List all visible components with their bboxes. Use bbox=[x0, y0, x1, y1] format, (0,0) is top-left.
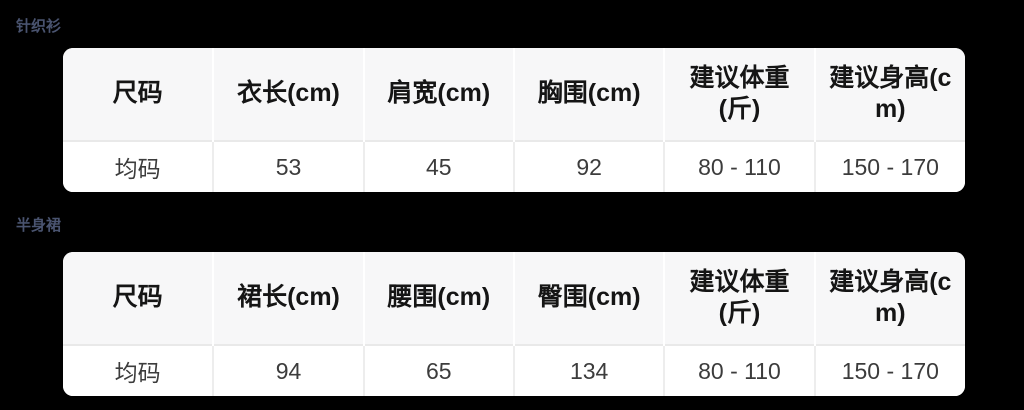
cell-waist: 65 bbox=[362, 344, 514, 396]
cell-shoulder-width: 45 bbox=[362, 140, 514, 192]
header-suggested-weight: 建议体重(斤) bbox=[663, 252, 815, 345]
cell-suggested-height: 150 - 170 bbox=[813, 344, 965, 396]
header-suggested-weight: 建议体重(斤) bbox=[663, 48, 815, 141]
section-label-knitwear: 针织衫 bbox=[16, 18, 62, 35]
size-table: 尺码 衣长(cm) 肩宽(cm) 胸围(cm) 建议体重(斤) 建议身高(cm)… bbox=[63, 48, 965, 192]
header-hip: 臀围(cm) bbox=[512, 252, 665, 345]
header-garment-length: 衣长(cm) bbox=[212, 48, 364, 141]
header-row: 尺码 裙长(cm) 腰围(cm) 臀围(cm) 建议体重(斤) 建议身高(cm) bbox=[63, 252, 965, 345]
header-suggested-height: 建议身高(cm) bbox=[813, 48, 965, 141]
header-size: 尺码 bbox=[63, 48, 214, 141]
table-row: 均码 53 45 92 80 - 110 150 - 170 bbox=[63, 140, 965, 192]
cell-suggested-weight: 80 - 110 bbox=[663, 344, 815, 396]
section-label-skirt: 半身裙 bbox=[16, 217, 62, 234]
cell-suggested-weight: 80 - 110 bbox=[663, 140, 815, 192]
table-row: 均码 94 65 134 80 - 110 150 - 170 bbox=[63, 344, 965, 396]
cell-garment-length: 53 bbox=[212, 140, 364, 192]
cell-bust: 92 bbox=[512, 140, 665, 192]
cell-size: 均码 bbox=[63, 344, 214, 396]
size-table: 尺码 裙长(cm) 腰围(cm) 臀围(cm) 建议体重(斤) 建议身高(cm)… bbox=[63, 252, 965, 396]
cell-size: 均码 bbox=[63, 140, 214, 192]
size-table-knitwear: 尺码 衣长(cm) 肩宽(cm) 胸围(cm) 建议体重(斤) 建议身高(cm)… bbox=[63, 48, 965, 192]
size-table-skirt: 尺码 裙长(cm) 腰围(cm) 臀围(cm) 建议体重(斤) 建议身高(cm)… bbox=[63, 252, 965, 396]
header-shoulder-width: 肩宽(cm) bbox=[362, 48, 514, 141]
header-bust: 胸围(cm) bbox=[512, 48, 665, 141]
header-size: 尺码 bbox=[63, 252, 214, 345]
cell-hip: 134 bbox=[512, 344, 665, 396]
cell-suggested-height: 150 - 170 bbox=[813, 140, 965, 192]
header-suggested-height: 建议身高(cm) bbox=[813, 252, 965, 345]
header-waist: 腰围(cm) bbox=[362, 252, 514, 345]
cell-skirt-length: 94 bbox=[212, 344, 364, 396]
header-row: 尺码 衣长(cm) 肩宽(cm) 胸围(cm) 建议体重(斤) 建议身高(cm) bbox=[63, 48, 965, 141]
header-skirt-length: 裙长(cm) bbox=[212, 252, 364, 345]
